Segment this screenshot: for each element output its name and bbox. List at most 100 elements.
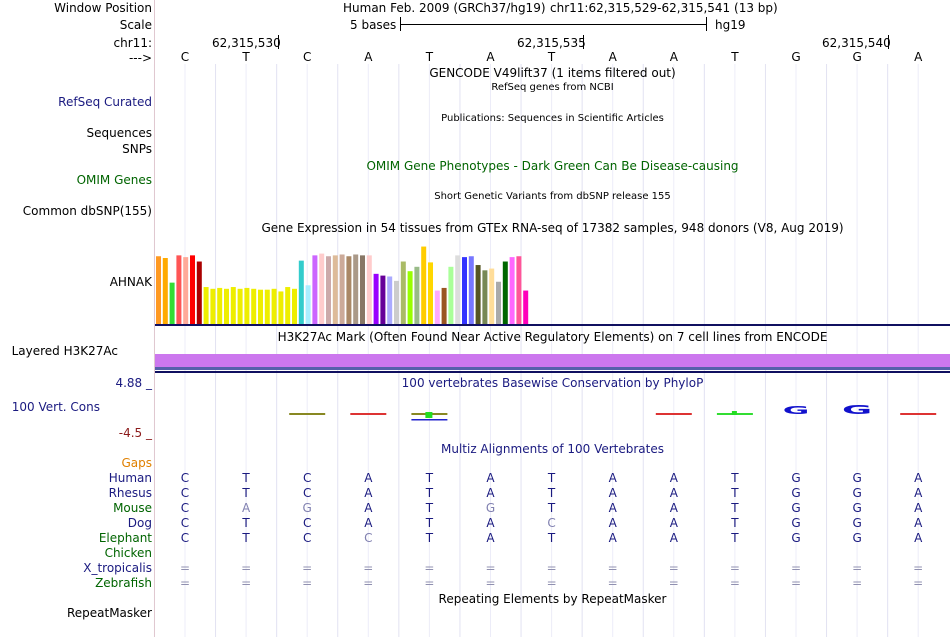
gtex-bar[interactable]: Vagina xyxy=(516,256,522,324)
phylop-track-label[interactable]: 100 Vert. Cons xyxy=(11,400,100,414)
gtex-bar[interactable]: Artery - Aorta xyxy=(176,255,182,324)
gtex-bar[interactable]: Lung xyxy=(407,271,413,324)
alignment-base: A xyxy=(669,501,678,515)
gtex-bar[interactable]: Brain - Amygdala xyxy=(210,288,216,324)
species-label[interactable]: Mouse xyxy=(113,501,152,515)
gtex-bar[interactable]: Pituitary xyxy=(448,266,454,324)
gtex-bar[interactable]: Brain - Nucleus accumbens xyxy=(271,288,277,324)
gtex-bar[interactable]: Brain - Spinal cord xyxy=(285,287,291,324)
species-label[interactable]: X_tropicalis xyxy=(83,561,152,575)
chrom-label: chr11: xyxy=(113,36,152,50)
repeatmasker-track-label[interactable]: RepeatMasker xyxy=(66,606,152,620)
gtex-bar[interactable]: Cervix - Ectocervix xyxy=(319,253,325,324)
scale-assembly: hg19 xyxy=(715,18,746,32)
gtex-bar[interactable]: Esophagus - Muscularis xyxy=(360,255,365,324)
gtex-bar[interactable]: Brain - Cortex xyxy=(244,287,250,324)
gtex-bar[interactable]: Brain - Putamen xyxy=(278,291,284,324)
gtex-bar[interactable]: Minor Salivary Gland xyxy=(414,266,420,324)
gencode-track-title[interactable]: GENCODE V49lift37 (1 items filtered out) xyxy=(429,66,676,80)
h3k27ac-track-title[interactable]: H3K27Ac Mark (Often Found Near Active Re… xyxy=(277,330,828,344)
gtex-bar[interactable]: Whole Blood xyxy=(523,290,529,324)
gtex-bar[interactable]: Adipose - Subcutaneous xyxy=(156,256,161,324)
gtex-bar[interactable]: Brain - Substantia nigra xyxy=(292,288,297,324)
dbsnp-track-title[interactable]: Short Genetic Variants from dbSNP releas… xyxy=(434,191,671,202)
sequences-track-label[interactable]: Sequences xyxy=(86,126,152,140)
gtex-bar[interactable]: Colon - Sigmoid xyxy=(332,255,338,324)
alignment-base: G xyxy=(852,501,862,515)
gtex-bar[interactable]: Stomach xyxy=(489,268,495,324)
gtex-bar[interactable]: Spleen xyxy=(482,270,488,324)
multiz-track-title[interactable]: Multiz Alignments of 100 Vertebrates xyxy=(440,442,665,456)
gtex-bar[interactable]: Liver xyxy=(400,261,406,324)
alignment-base: T xyxy=(425,471,434,485)
species-label[interactable]: Rhesus xyxy=(108,486,152,500)
gtex-bar[interactable]: Testis xyxy=(496,281,501,324)
h3k27ac-track-label[interactable]: Layered H3K27Ac xyxy=(11,344,118,358)
gtex-bar[interactable]: Heart - Left Ventricle xyxy=(380,275,386,324)
gtex-bar[interactable]: Skin - Sun Exposed (Lower leg) xyxy=(468,256,474,324)
gtex-bar[interactable]: Breast - Mammary Tissue xyxy=(298,260,304,324)
gtex-bar[interactable]: Brain - Hippocampus xyxy=(258,289,263,324)
alignment-base: = xyxy=(485,561,496,575)
gtex-bar[interactable]: Ovary xyxy=(434,290,440,324)
species-label[interactable]: Elephant xyxy=(98,531,152,545)
gtex-bar[interactable]: Brain - Frontal Cortex xyxy=(251,288,257,324)
assembly-name: Human Feb. 2009 (GRCh37/hg19) xyxy=(343,1,546,15)
gtex-bar[interactable]: Esophagus - Gastroesophageal Junction xyxy=(346,256,352,324)
gtex-bar[interactable]: Kidney - Cortex xyxy=(387,276,393,324)
gtex-bar[interactable]: Brain - Cerebellum xyxy=(237,288,243,324)
snps-track-label[interactable]: SNPs xyxy=(122,142,152,156)
gtex-bar[interactable]: Brain - Caudate xyxy=(224,288,229,324)
gtex-bar[interactable]: Brain - Hypothalamus xyxy=(264,289,270,324)
gtex-track-title[interactable]: Gene Expression in 54 tissues from GTEx … xyxy=(261,221,844,235)
gtex-bar[interactable]: Skin - Not Sun Exposed (Suprapubic) xyxy=(462,257,467,324)
gtex-bar[interactable]: Heart - Atrial Appendage xyxy=(373,273,379,324)
gtex-bar[interactable]: Artery - Tibial xyxy=(190,255,195,324)
gtex-bar[interactable]: Adrenal Gland xyxy=(169,282,175,324)
gtex-bar[interactable]: Cells - Cultured fibroblasts xyxy=(305,285,311,324)
alignment-base: = xyxy=(546,561,557,575)
gtex-bar[interactable]: Colon - Transverse xyxy=(339,254,345,324)
alignment-base: C xyxy=(180,471,190,485)
gtex-bar[interactable]: Fallopian Tube xyxy=(366,255,372,324)
gtex-bar[interactable]: Uterus xyxy=(509,257,515,324)
gtex-bar[interactable]: Muscle - Skeletal xyxy=(421,246,427,324)
gtex-bar[interactable]: Nerve - Tibial xyxy=(428,262,433,324)
gtex-bar[interactable]: Esophagus - Mucosa xyxy=(353,254,359,324)
repeatmasker-track-title[interactable]: Repeating Elements by RepeatMasker xyxy=(438,592,667,606)
gtex-bar[interactable]: Cells - EBV-transformed lymphocytes xyxy=(312,255,318,324)
species-label[interactable]: Dog xyxy=(127,516,152,530)
species-label[interactable]: Zebrafish xyxy=(95,576,152,590)
refseq-track-label[interactable]: RefSeq Curated xyxy=(58,95,152,109)
gtex-bar[interactable]: Kidney - Medulla xyxy=(394,280,399,324)
sequence-base: C xyxy=(302,50,312,64)
gtex-bar[interactable]: Brain - Anterior cingulate cortex xyxy=(217,287,223,324)
gtex-bar[interactable]: Small Intestine - Terminal Ileum xyxy=(475,265,481,324)
gtex-bar[interactable]: Brain - Cerebellar Hemisphere xyxy=(230,287,236,324)
refseq-track-title[interactable]: RefSeq genes from NCBI xyxy=(491,82,614,93)
gtex-bar-chart[interactable]: Adipose - SubcutaneousAdipose - Visceral… xyxy=(155,236,535,326)
gtex-bar[interactable]: Prostate xyxy=(455,255,461,324)
gtex-bar[interactable]: Cervix - Endocervix xyxy=(326,256,331,324)
omim-track-title[interactable]: OMIM Gene Phenotypes - Dark Green Can Be… xyxy=(366,159,739,173)
alignment-base: G xyxy=(791,486,801,500)
gtex-gene-label[interactable]: AHNAK xyxy=(109,275,152,289)
species-label[interactable]: Chicken xyxy=(104,546,152,560)
publications-track-title[interactable]: Publications: Sequences in Scientific Ar… xyxy=(441,113,664,124)
coord-label-3: 62,315,540 xyxy=(822,36,891,50)
gtex-bar[interactable]: Artery - Coronary xyxy=(183,257,189,324)
gtex-bar[interactable]: Thyroid xyxy=(502,261,508,324)
gtex-bar[interactable]: Bone Marrow xyxy=(203,287,209,324)
gtex-bar[interactable]: Pancreas xyxy=(441,287,447,324)
gtex-bar[interactable]: Adipose - Visceral xyxy=(162,258,168,324)
phylop-track-title[interactable]: 100 vertebrates Basewise Conservation by… xyxy=(401,376,704,390)
alignment-base: = xyxy=(607,561,618,575)
dbsnp-track-label[interactable]: Common dbSNP(155) xyxy=(22,204,152,218)
alignment-base: T xyxy=(242,531,250,545)
h3k27ac-signal-bar[interactable] xyxy=(155,354,950,367)
alignment-base: G xyxy=(852,531,862,545)
gtex-bar[interactable]: Bladder xyxy=(196,261,202,324)
species-label[interactable]: Human xyxy=(108,471,152,485)
omim-track-label[interactable]: OMIM Genes xyxy=(76,173,152,187)
